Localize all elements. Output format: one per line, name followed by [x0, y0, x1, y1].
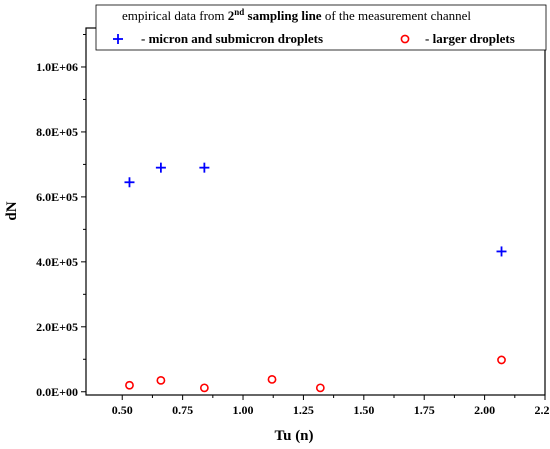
- x-tick-label: 2.25: [535, 403, 550, 417]
- y-tick-label: 6.0E+05: [36, 190, 78, 204]
- x-tick-label: 1.25: [293, 403, 314, 417]
- legend-entries: - micron and submicron droplets - larger …: [113, 31, 515, 46]
- y-tick-label: 0.0E+00: [36, 385, 78, 399]
- legend-title-superscript: nd: [234, 7, 244, 17]
- legend-marker-0: [113, 34, 123, 44]
- legend-title-number: 2: [228, 8, 235, 23]
- legend-marker-1: [400, 34, 410, 44]
- x-tick-label: 0.75: [172, 403, 193, 417]
- series-0: [124, 31, 507, 257]
- data-point-0: [155, 162, 166, 173]
- x-axis: 0.50 0.75 1.00 1.25 1.50 1.75 2.00 2.25: [112, 395, 550, 417]
- data-point-1: [315, 383, 325, 393]
- y-tick-label: 2.0E+05: [36, 320, 78, 334]
- x-tick-label: 1.75: [414, 403, 435, 417]
- data-point-0: [199, 162, 210, 173]
- data-point-1: [267, 375, 277, 384]
- y-tick-label: 8.0E+05: [36, 125, 78, 139]
- series-layer: [124, 31, 507, 393]
- y-axis-title: dN: [4, 201, 20, 220]
- y-tick-label: 4.0E+05: [36, 255, 78, 269]
- legend-title: empirical data from 2nd sampling line of…: [122, 7, 471, 23]
- data-point-0: [496, 246, 507, 257]
- x-tick-label: 0.50: [112, 403, 133, 417]
- data-point-1: [497, 355, 506, 365]
- legend-title-suffix: of the measurement channel: [322, 8, 472, 23]
- y-axis: 0.0E+00 2.0E+05 4.0E+05 6.0E+05 8.0E+05 1.0E+…: [36, 33, 86, 399]
- data-point-0: [124, 177, 135, 188]
- plot-frame: [85, 27, 546, 396]
- series-1: [125, 355, 506, 393]
- x-axis-title: Tu (n): [274, 428, 313, 444]
- legend-label-1: - larger droplets: [425, 31, 515, 46]
- x-tick-label: 2.00: [474, 403, 495, 417]
- legend: empirical data from 2nd sampling line of…: [95, 4, 547, 51]
- legend-title-bold: sampling line: [244, 8, 322, 23]
- x-tick-label: 1.50: [353, 403, 374, 417]
- legend-label-0: - micron and submicron droplets: [141, 31, 323, 46]
- legend-title-prefix: empirical data from: [122, 8, 228, 23]
- y-tick-label: 1.0E+06: [36, 60, 78, 74]
- data-point-1: [125, 380, 134, 390]
- legend-box: [95, 4, 547, 51]
- data-point-1: [156, 375, 166, 385]
- data-point-1: [199, 383, 209, 393]
- x-tick-label: 1.00: [233, 403, 254, 417]
